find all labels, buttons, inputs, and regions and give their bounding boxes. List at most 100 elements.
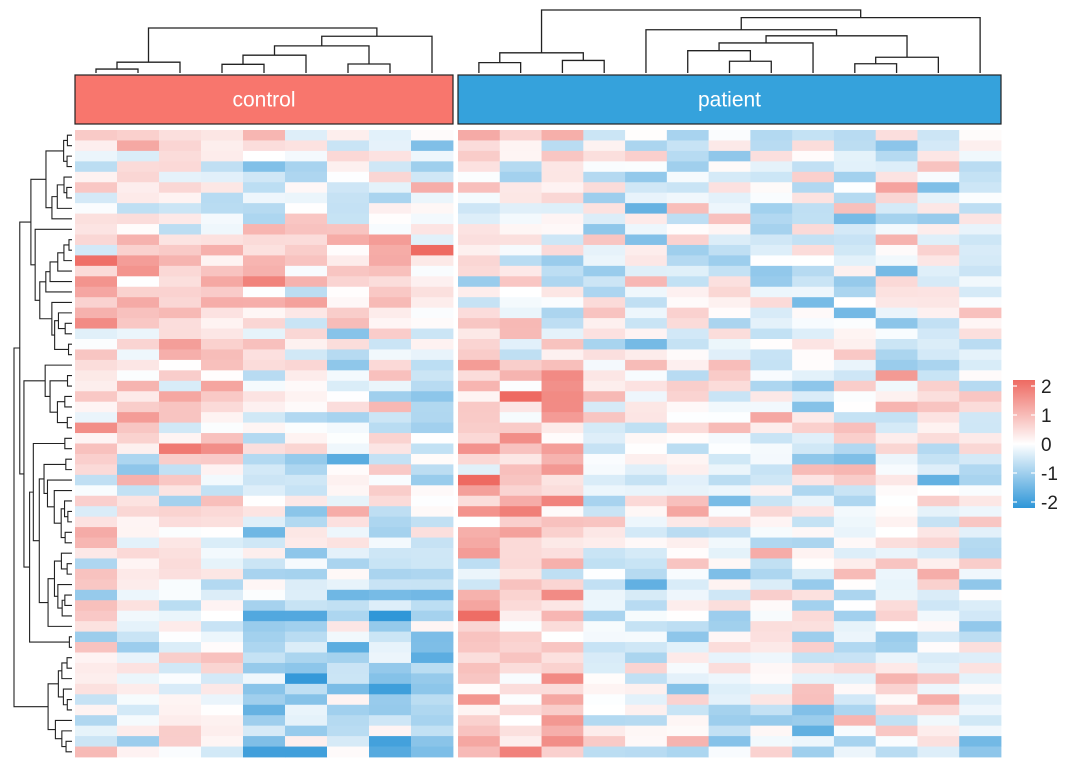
heatmap-cell <box>75 265 118 277</box>
heatmap-cell <box>75 286 118 298</box>
heatmap-cell <box>201 694 244 706</box>
heatmap-cell <box>159 224 202 235</box>
heatmap-cell <box>833 318 877 329</box>
heatmap-cell <box>75 380 118 392</box>
heatmap-cell <box>625 140 668 152</box>
heatmap-cell <box>411 683 454 695</box>
heatmap-cell <box>117 307 160 319</box>
heatmap-cell <box>327 485 370 497</box>
heatmap-cell <box>159 746 202 758</box>
heatmap-cell <box>750 349 793 361</box>
heatmap-cell <box>243 516 286 528</box>
heatmap-cell <box>875 715 918 727</box>
heatmap-cell <box>159 736 202 747</box>
heatmap-cell <box>327 171 370 183</box>
heatmap-cell <box>327 182 370 194</box>
heatmap-cell <box>499 610 542 622</box>
heatmap-cell <box>243 443 286 455</box>
heatmap-cell <box>792 203 835 214</box>
heatmap-cell <box>285 339 328 350</box>
heatmap-cell <box>875 662 918 674</box>
heatmap-cell <box>833 213 877 225</box>
heatmap-cell <box>117 568 160 580</box>
heatmap-cell <box>708 224 751 235</box>
heatmap-cell <box>583 433 626 444</box>
heatmap-cell <box>917 579 960 591</box>
heatmap-cell <box>499 401 542 413</box>
heatmap-cell <box>159 704 202 716</box>
heatmap-cell <box>833 265 877 277</box>
heatmap-cell <box>369 150 412 162</box>
row-dendrogram-branch <box>56 401 68 424</box>
heatmap-cell <box>411 359 454 371</box>
heatmap-cell <box>243 537 286 549</box>
heatmap-cell <box>159 161 202 173</box>
heatmap-cell <box>583 474 626 486</box>
heatmap-cell <box>583 150 626 162</box>
heatmap-cell <box>750 683 793 695</box>
heatmap-cell <box>583 391 626 403</box>
heatmap-cell <box>499 506 542 518</box>
heatmap-cell <box>708 642 751 653</box>
heatmap-cell <box>499 579 542 591</box>
heatmap-cell <box>411 568 454 580</box>
heatmap-cell <box>625 244 668 256</box>
heatmap-cell <box>917 548 960 559</box>
heatmap-cell <box>708 370 751 382</box>
heatmap-cell <box>201 328 244 340</box>
heatmap-cell <box>917 568 960 580</box>
column-dendrogram-branch <box>95 68 139 73</box>
heatmap-cell <box>159 130 202 141</box>
heatmap-cell <box>792 725 835 737</box>
heatmap-cell <box>458 610 501 622</box>
heatmap-cell <box>792 422 835 434</box>
heatmap-cell <box>458 203 501 214</box>
heatmap-cell <box>583 548 626 559</box>
heatmap-cell <box>285 746 328 758</box>
heatmap-cell <box>458 631 501 643</box>
heatmap-cell <box>666 610 710 622</box>
heatmap-cell <box>499 422 542 434</box>
heatmap-cell <box>369 276 412 288</box>
heatmap-cell <box>458 694 501 706</box>
heatmap-cell <box>117 548 160 559</box>
heatmap-cell <box>917 495 960 507</box>
heatmap-cell <box>327 307 370 319</box>
heatmap-cell <box>666 182 710 194</box>
heatmap-cell <box>666 746 710 758</box>
heatmap-cell <box>369 506 412 518</box>
heatmap-cell <box>750 548 793 559</box>
heatmap-cell <box>285 224 328 235</box>
heatmap-cell <box>411 537 454 549</box>
heatmap-cell <box>959 464 1002 476</box>
heatmap-cell <box>959 453 1002 465</box>
heatmap-cell <box>117 192 160 204</box>
heatmap-cell <box>411 673 454 685</box>
heatmap-cell <box>583 464 626 476</box>
heatmap-cell <box>875 495 918 507</box>
heatmap-cell <box>583 631 626 643</box>
heatmap-cell <box>369 527 412 538</box>
heatmap-cell <box>917 349 960 361</box>
heatmap-cell <box>243 276 286 288</box>
heatmap-cell <box>875 265 918 277</box>
row-dendrogram-branch <box>44 364 72 398</box>
heatmap-cell <box>327 140 370 152</box>
heatmap-cell <box>117 224 160 235</box>
heatmap-cell <box>499 130 542 141</box>
heatmap-cell <box>875 621 918 632</box>
heatmap-cell <box>201 255 244 267</box>
heatmap-cell <box>458 318 501 329</box>
heatmap-cell <box>327 736 370 747</box>
heatmap-cell <box>917 621 960 632</box>
heatmap-cell <box>833 600 877 612</box>
heatmap-cell <box>625 746 668 758</box>
heatmap-cell <box>792 182 835 194</box>
heatmap-cell <box>666 568 710 580</box>
heatmap-cell <box>959 130 1002 141</box>
heatmap-cell <box>411 130 454 141</box>
heatmap-cell <box>117 443 160 455</box>
heatmap-cell <box>243 297 286 309</box>
heatmap-cell <box>833 631 877 643</box>
heatmap-cell <box>411 548 454 559</box>
